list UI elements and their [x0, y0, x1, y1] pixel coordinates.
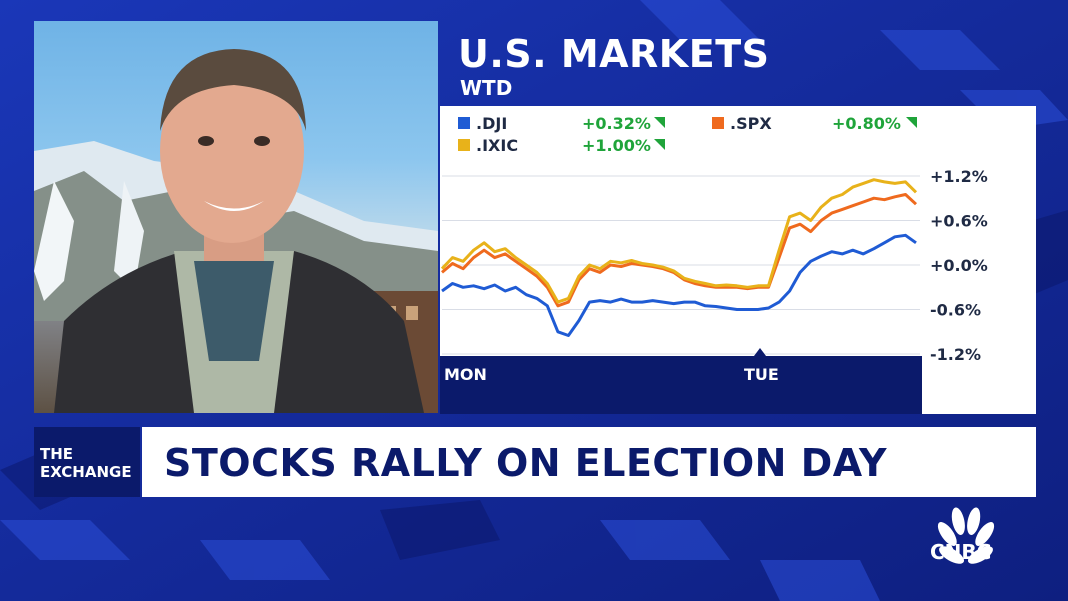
legend-swatch-ixic — [458, 139, 470, 151]
legend-swatch-spx — [712, 117, 724, 129]
legend-change-dji: +0.32% — [582, 114, 651, 133]
panel-subtitle: WTD — [460, 76, 513, 100]
x-tick-label: TUE — [744, 365, 779, 384]
legend-item-ixic: .IXIC — [458, 134, 518, 156]
show-tag-line1: THE — [40, 445, 74, 463]
x-marker — [754, 348, 766, 356]
series-line-dji — [441, 233, 917, 337]
y-tick-label: +0.0% — [930, 256, 988, 275]
panel-title: U.S. MARKETS — [458, 32, 770, 76]
y-tick-label: -0.6% — [930, 301, 981, 320]
y-tick-label: -1.2% — [930, 345, 981, 364]
line-chart: +1.2% +0.6% +0.0% -0.6% -1.2% MON TUE — [440, 167, 988, 414]
network-logo-text: CNBC — [930, 540, 992, 564]
down-arrow-icon — [906, 117, 917, 128]
peacock-icon — [937, 507, 995, 564]
down-arrow-icon — [654, 117, 665, 128]
y-tick-label: +1.2% — [930, 167, 988, 186]
legend-name-dji: .DJI — [476, 113, 508, 133]
guest-video — [34, 21, 438, 413]
legend-item-dji: .DJI — [458, 112, 507, 134]
legend-name-spx: .SPX — [730, 113, 772, 133]
guest-scene — [34, 49, 438, 413]
headline: STOCKS RALLY ON ELECTION DAY — [164, 441, 888, 485]
legend-name-ixic: .IXIC — [476, 135, 519, 155]
show-tag-line2: EXCHANGE — [40, 463, 132, 481]
x-axis-band — [440, 356, 922, 414]
show-tag: THE EXCHANGE — [34, 427, 140, 497]
down-arrow-icon — [654, 139, 665, 150]
y-tick-label: +0.6% — [930, 212, 988, 231]
legend-item-spx: .SPX — [712, 112, 772, 134]
legend-change-spx: +0.80% — [832, 114, 901, 133]
headline-banner: STOCKS RALLY ON ELECTION DAY — [142, 427, 1036, 497]
chart-area: +1.2% +0.6% +0.0% -0.6% -1.2% MON TUE — [440, 158, 1036, 414]
legend-change-ixic: +1.00% — [582, 136, 651, 155]
chart-legend: .DJI +0.32% .SPX +0.80% .IXIC +1.00% — [440, 106, 1036, 158]
series-line-ixic — [440, 178, 918, 304]
x-tick-label: MON — [444, 365, 487, 384]
legend-swatch-dji — [458, 117, 470, 129]
